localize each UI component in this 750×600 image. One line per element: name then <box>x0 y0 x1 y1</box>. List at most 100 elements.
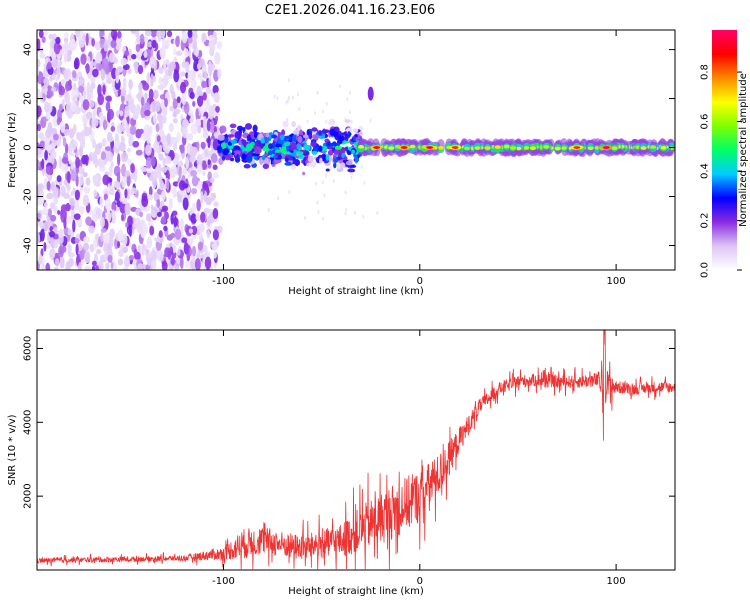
heatmap-cell <box>78 205 85 215</box>
heatmap-cell <box>306 119 309 124</box>
heatmap-cell <box>244 123 253 130</box>
heatmap-cell <box>352 128 359 133</box>
heatmap-cell <box>120 214 125 222</box>
heatmap-cell <box>134 61 139 74</box>
heatmap-cell <box>140 166 148 172</box>
heatmap-cell <box>97 142 103 150</box>
heatmap-cell <box>161 205 169 212</box>
colorbar-tick-label: 0.4 <box>700 163 711 179</box>
heatmap-cell <box>91 38 96 47</box>
heatmap-cell <box>171 90 176 100</box>
heatmap-cell <box>358 131 363 136</box>
heatmap-cell <box>111 209 116 220</box>
heatmap-cell <box>55 36 61 45</box>
heatmap-cell <box>45 128 52 139</box>
heatmap-cell <box>51 33 57 39</box>
x-tick-label: -100 <box>212 276 235 287</box>
y-tick-label: 4000 <box>23 410 34 435</box>
heatmap-cell <box>63 192 71 199</box>
heatmap-cell <box>145 248 150 256</box>
heatmap-cell <box>46 233 51 244</box>
heatmap-cell <box>213 201 219 207</box>
heatmap-cell <box>172 111 177 118</box>
heatmap-cell <box>95 51 103 64</box>
heatmap-cell <box>214 51 221 65</box>
heatmap-cell <box>123 63 130 70</box>
heatmap-cell <box>116 153 121 166</box>
heatmap-cell <box>70 89 78 103</box>
heatmap-cell <box>523 146 530 150</box>
y-tick-label: -20 <box>23 188 34 204</box>
heatmap-cell <box>602 146 610 149</box>
heatmap-cell <box>100 227 107 233</box>
heatmap-cell <box>37 199 42 206</box>
heatmap-cell <box>342 140 350 144</box>
heatmap-cell <box>172 186 177 198</box>
heatmap-cell <box>38 254 43 265</box>
heatmap-cell <box>181 118 189 129</box>
heatmap-cell <box>344 211 347 216</box>
heatmap-cell <box>82 194 90 207</box>
heatmap-cell <box>297 92 300 97</box>
heatmap-cell <box>187 172 191 179</box>
heatmap-cell <box>369 118 372 123</box>
heatmap-cell <box>180 81 187 94</box>
heatmap-cell <box>53 133 59 141</box>
heatmap-cell <box>168 202 172 214</box>
heatmap-cell <box>164 97 168 108</box>
heatmap-cell <box>316 90 319 95</box>
heatmap-cell <box>46 192 54 200</box>
heatmap-cell <box>117 30 122 39</box>
heatmap-cell <box>200 152 207 160</box>
heatmap-cell <box>53 267 59 270</box>
heatmap-cell <box>128 48 132 62</box>
heatmap-cell <box>68 79 72 86</box>
heatmap-cell <box>196 94 204 107</box>
heatmap-cell <box>132 114 139 120</box>
heatmap-cell <box>325 154 330 161</box>
heatmap-cell <box>187 70 193 83</box>
heatmap-cell <box>210 153 218 164</box>
heatmap-cell <box>288 189 291 194</box>
heatmap-cell <box>277 196 280 201</box>
heatmap-cell <box>190 111 194 122</box>
heatmap-cell <box>169 61 176 71</box>
heatmap-cell <box>181 237 188 244</box>
heatmap-cell <box>109 185 115 195</box>
heatmap-cell <box>264 145 268 150</box>
heatmap-cell <box>87 56 91 64</box>
heatmap-cell <box>283 142 291 147</box>
heatmap-cell <box>199 233 203 245</box>
heatmap-cell <box>197 73 202 79</box>
heatmap-cell <box>360 165 363 170</box>
heatmap-cell <box>191 175 199 187</box>
spectrogram-cells <box>37 30 675 270</box>
heatmap-cell <box>302 134 309 139</box>
heatmap-cell <box>515 146 522 151</box>
snr-ylabel: SNR (10 * v/v) <box>7 414 18 485</box>
heatmap-cell <box>344 190 347 195</box>
heatmap-cell <box>321 180 324 185</box>
heatmap-cell <box>152 171 158 179</box>
heatmap-cell <box>61 208 67 220</box>
heatmap-cell <box>286 118 289 123</box>
heatmap-cell <box>186 133 193 141</box>
heatmap-cell <box>124 105 130 118</box>
heatmap-cell <box>329 166 332 171</box>
heatmap-cell <box>217 145 223 154</box>
heatmap-cell <box>179 144 185 154</box>
heatmap-cell <box>650 145 657 149</box>
heatmap-cell <box>140 105 146 119</box>
heatmap-cell <box>161 115 166 124</box>
spectrogram-frame <box>36 29 676 271</box>
heatmap-cell <box>196 90 204 97</box>
heatmap-cell <box>89 99 95 108</box>
heatmap-cell <box>554 146 561 151</box>
y-tick-label: 0 <box>23 144 34 150</box>
heatmap-cell <box>334 145 342 150</box>
heatmap-cell <box>178 166 182 179</box>
heatmap-cell <box>152 75 157 83</box>
heatmap-cell <box>84 154 89 166</box>
heatmap-cell <box>40 248 44 257</box>
heatmap-cell <box>103 233 111 242</box>
